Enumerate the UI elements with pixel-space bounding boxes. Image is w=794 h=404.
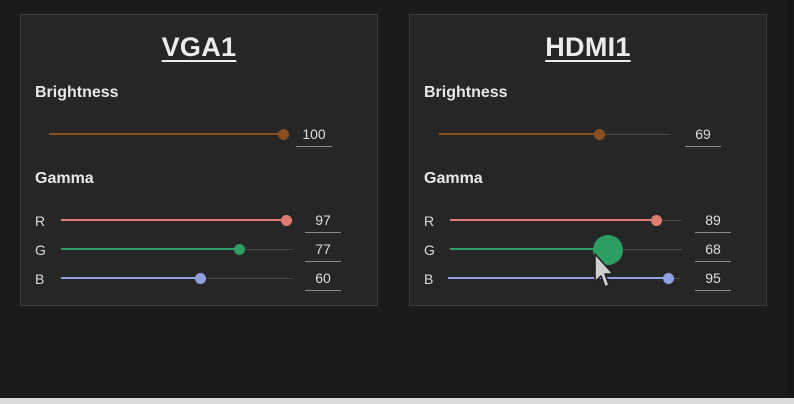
gamma-heading: Gamma (424, 170, 483, 187)
slider-thumb[interactable] (234, 244, 246, 255)
brightness-heading: Brightness (424, 84, 508, 101)
brightness-slider[interactable] (439, 127, 671, 143)
slider-thumb[interactable] (194, 273, 206, 284)
gamma-green-label: G (424, 242, 435, 258)
slider-fill (49, 133, 283, 135)
window-edge (788, 0, 794, 398)
slider-fill (61, 248, 240, 250)
gamma-red-value[interactable]: 97 (305, 210, 341, 233)
gamma-heading: Gamma (35, 170, 94, 187)
gamma-green-label: G (35, 242, 46, 258)
brightness-value[interactable]: 100 (296, 124, 332, 147)
gamma-blue-label: B (35, 271, 45, 287)
gamma-blue-value[interactable]: 60 (305, 268, 341, 291)
slider-thumb[interactable] (662, 273, 674, 284)
slider-thumb[interactable] (592, 235, 623, 265)
gamma-blue-value[interactable]: 95 (695, 268, 731, 291)
gamma-red-label: R (424, 213, 435, 229)
brightness-heading: Brightness (35, 84, 119, 101)
panel-title: VGA1 (161, 32, 237, 62)
slider-fill (450, 248, 608, 250)
slider-thumb[interactable] (280, 215, 292, 226)
slider-fill (61, 277, 201, 279)
window-bottom-border (0, 398, 794, 404)
gamma-red-label: R (35, 213, 46, 229)
gamma-blue-slider[interactable] (448, 271, 680, 287)
slider-thumb[interactable] (277, 129, 289, 140)
gamma-green-slider[interactable] (450, 235, 682, 265)
gamma-green-value[interactable]: 68 (695, 239, 731, 262)
slider-fill (61, 219, 287, 221)
slider-thumb[interactable] (593, 129, 605, 140)
gamma-blue-label: B (424, 271, 434, 287)
gamma-green-slider[interactable] (61, 242, 293, 258)
gamma-green-value[interactable]: 77 (305, 239, 341, 262)
brightness-slider[interactable] (49, 127, 289, 143)
slider-fill (448, 277, 669, 279)
gamma-red-value[interactable]: 89 (695, 210, 731, 233)
slider-fill (439, 133, 600, 135)
brightness-value[interactable]: 69 (685, 124, 721, 147)
slider-fill (450, 219, 657, 221)
gamma-red-slider[interactable] (61, 213, 293, 229)
panel-title: HDMI1 (545, 32, 631, 62)
display-panel-vga1: VGA1 Brightness 100 Gamma R 97 G 77 B 60 (20, 14, 378, 306)
gamma-blue-slider[interactable] (61, 271, 293, 287)
slider-thumb[interactable] (650, 215, 662, 226)
display-panel-hdmi1: HDMI1 Brightness 69 Gamma R 89 G 68 B 95 (409, 14, 767, 306)
gamma-red-slider[interactable] (450, 213, 682, 229)
